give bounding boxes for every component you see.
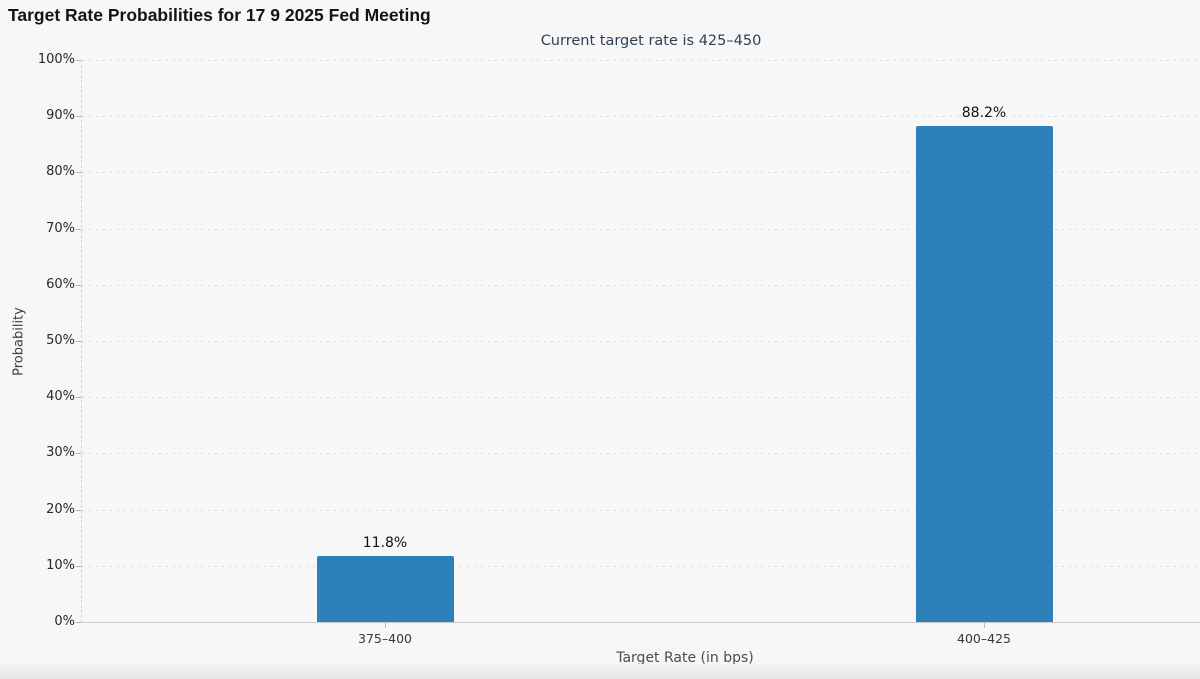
gridline-h	[82, 341, 1200, 342]
y-tick-label: 10%	[46, 557, 75, 573]
x-tick-label: 375–400	[358, 631, 412, 646]
x-tick-mark	[984, 623, 985, 628]
y-tick-mark	[76, 453, 81, 455]
gridline-h	[82, 116, 1200, 118]
x-axis-line	[81, 622, 1200, 623]
chart-title: Target Rate Probabilities for 17 9 2025 …	[8, 5, 431, 25]
y-tick-label: 0%	[54, 614, 75, 629]
y-tick-mark	[76, 60, 81, 61]
y-tick-label: 90%	[46, 108, 75, 124]
y-tick-label: 60%	[46, 276, 75, 292]
bar-400-425[interactable]	[915, 126, 1053, 622]
y-tick-mark	[76, 622, 81, 623]
y-tick-mark	[76, 284, 81, 286]
gridline-h	[82, 397, 1200, 399]
y-tick-mark	[76, 116, 81, 118]
y-tick-mark	[76, 565, 81, 567]
y-tick-label: 20%	[46, 501, 75, 517]
x-tick-mark	[385, 623, 386, 628]
y-tick-label: 30%	[46, 445, 75, 461]
gridline-h	[82, 453, 1200, 455]
chart-subtitle: Current target rate is 425–450	[540, 33, 762, 49]
y-tick-mark	[76, 397, 81, 399]
x-axis-title: Target Rate (in bps)	[616, 650, 754, 666]
y-tick-label: 100%	[37, 52, 75, 67]
y-tick-mark	[76, 509, 81, 511]
gridline-h	[82, 60, 1200, 61]
bar-value-label: 88.2%	[961, 105, 1007, 122]
bar-value-label: 11.8%	[362, 534, 408, 551]
gridline-h	[82, 509, 1200, 511]
gridline-h	[82, 172, 1200, 174]
gridline-h	[82, 228, 1200, 230]
y-tick-label: 80%	[46, 164, 75, 180]
y-tick-label: 40%	[46, 389, 75, 405]
gridline-h	[82, 565, 1200, 567]
y-tick-label: 70%	[46, 220, 75, 236]
y-tick-mark	[76, 172, 81, 174]
y-tick-label: 50%	[46, 333, 75, 348]
bar-375-400[interactable]	[316, 555, 454, 622]
bottom-edge-strip	[0, 664, 1200, 679]
y-axis-line	[81, 60, 82, 623]
x-tick-label: 400–425	[957, 631, 1011, 646]
y-tick-mark	[76, 341, 81, 342]
y-tick-mark	[76, 228, 81, 230]
gridline-h	[82, 284, 1200, 286]
